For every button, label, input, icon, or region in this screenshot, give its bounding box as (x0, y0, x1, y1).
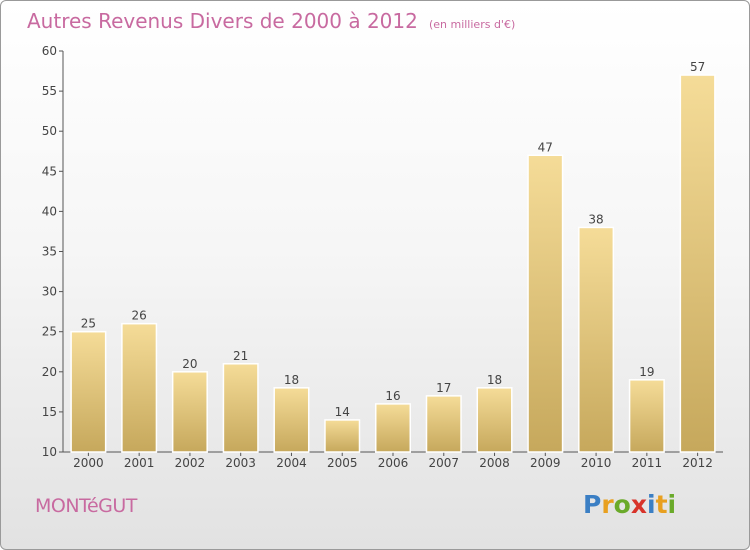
bar (324, 419, 361, 453)
x-tick-label: 2012 (682, 456, 713, 470)
y-tick-label: 15 (42, 405, 57, 419)
y-tick-label: 20 (42, 365, 57, 379)
bar (121, 322, 158, 453)
y-tick-label: 35 (42, 245, 57, 259)
chart-bars (70, 74, 716, 453)
bar (70, 330, 107, 453)
data-label: 57 (690, 60, 705, 74)
logo-letter: r (601, 490, 614, 519)
x-tick-label: 2004 (276, 456, 307, 470)
chart-title: Autres Revenus Divers de 2000 à 2012 (27, 9, 418, 33)
data-label: 20 (182, 357, 197, 371)
chart-data-labels: 25 26 20 21 18 14 16 17 18 47 38 19 57 (81, 60, 706, 419)
x-tick-label: 2005 (327, 456, 358, 470)
bar (425, 395, 462, 453)
data-label: 25 (81, 317, 96, 331)
y-tick-label: 60 (42, 44, 57, 58)
bar (628, 379, 665, 453)
y-tick-label: 55 (42, 84, 57, 98)
bar (222, 363, 259, 453)
y-tick-label: 50 (42, 124, 57, 138)
bar (273, 387, 310, 453)
y-tick-label: 30 (42, 285, 57, 299)
data-label: 17 (436, 381, 451, 395)
x-tick-label: 2011 (632, 456, 663, 470)
x-tick-label: 2009 (530, 456, 561, 470)
data-label: 38 (588, 212, 603, 226)
data-label: 21 (233, 349, 248, 363)
data-label: 16 (385, 389, 400, 403)
x-tick-label: 2003 (225, 456, 256, 470)
bar (527, 154, 564, 453)
data-label: 19 (639, 365, 654, 379)
bar (578, 226, 615, 453)
logo-letter: i (667, 490, 677, 519)
x-tick-label: 2010 (581, 456, 612, 470)
y-tick-label: 10 (42, 445, 57, 459)
chart-title-block: Autres Revenus Divers de 2000 à 2012 (en… (27, 9, 515, 33)
data-label: 18 (284, 373, 299, 387)
x-tick-label: 2006 (378, 456, 409, 470)
town-name: MONTéGUT (35, 495, 137, 517)
bar (679, 74, 716, 453)
chart-axes: 10 15 20 25 30 35 40 45 50 55 60 2000 2001 2002 2003 20… (42, 44, 723, 470)
logo-letter: P (583, 490, 602, 519)
chart-subtitle: (en milliers d'€) (428, 18, 516, 31)
x-tick-label: 2008 (479, 456, 510, 470)
data-label: 18 (487, 373, 502, 387)
data-label: 26 (132, 309, 147, 323)
bar (476, 387, 513, 453)
data-label: 14 (335, 405, 350, 419)
data-label: 47 (538, 140, 553, 154)
y-tick-label: 45 (42, 164, 57, 178)
x-tick-label: 2001 (124, 456, 155, 470)
proxiti-logo: Proxiti (583, 490, 676, 519)
logo-letter: o (613, 490, 631, 519)
x-tick-label: 2007 (428, 456, 459, 470)
x-tick-label: 2000 (73, 456, 104, 470)
logo-letter: x (630, 490, 647, 519)
bar (374, 403, 412, 453)
logo-letter: t (655, 490, 668, 519)
y-tick-label: 40 (42, 204, 57, 218)
logo-letter: i (647, 490, 656, 519)
x-tick-label: 2002 (175, 456, 206, 470)
bar (171, 371, 208, 453)
y-tick-label: 25 (42, 325, 57, 339)
